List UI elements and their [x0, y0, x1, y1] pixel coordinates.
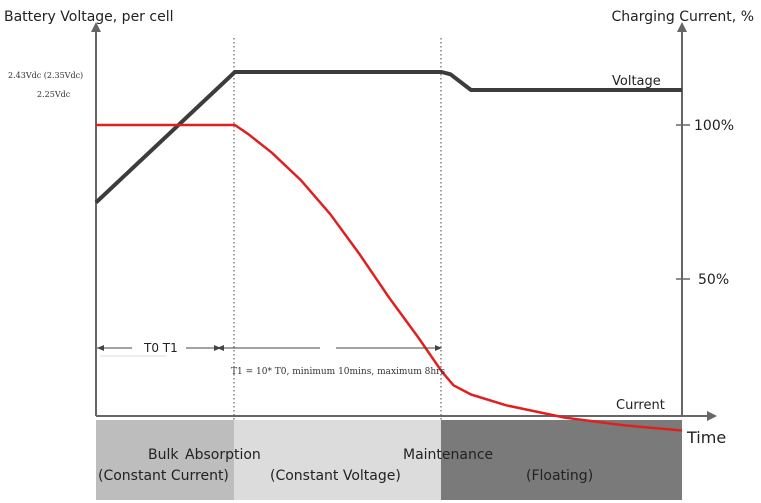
t0-t1-label: T0 T1 [143, 341, 178, 355]
current-series-label: Current [616, 398, 665, 413]
right-tick-label-50: 50% [698, 272, 729, 288]
right-axis-arrow [677, 22, 687, 32]
stage-absorption-title: Absorption [185, 447, 261, 463]
left-axis-arrow [91, 22, 101, 32]
t1-formula-label: T1 = 10* T0, minimum 10mins, maximum 8hr… [231, 367, 445, 377]
stage-maintenance-subtitle: (Floating) [526, 468, 593, 484]
current-series-line [96, 123, 683, 432]
voltage-level-label-high: 2.43Vdc (2.35Vdc) [8, 71, 83, 80]
x-axis-arrow [707, 411, 717, 421]
voltage-series-line [94, 70, 682, 204]
voltage-level-label-float: 2.25Vdc [37, 90, 71, 99]
stage-absorption-subtitle: (Constant Voltage) [270, 468, 401, 484]
t0-arrow-left [97, 345, 104, 351]
t1-arrow-right [435, 345, 442, 351]
stage-band-maintenance [441, 420, 682, 500]
x-axis-title: Time [686, 428, 726, 447]
stage-maintenance-title: Maintenance [403, 447, 493, 463]
left-axis-title: Battery Voltage, per cell [4, 9, 173, 25]
stage-bulk-title: Bulk [148, 447, 179, 463]
stage-bulk-subtitle: (Constant Current) [98, 468, 229, 484]
stage-band-bulk [96, 420, 234, 500]
stage-band-absorption [234, 420, 441, 500]
right-axis-title: Charging Current, % [611, 9, 754, 25]
t1-arrow-left [217, 345, 224, 351]
right-tick-label-100: 100% [694, 118, 734, 134]
voltage-series-label: Voltage [612, 74, 661, 89]
